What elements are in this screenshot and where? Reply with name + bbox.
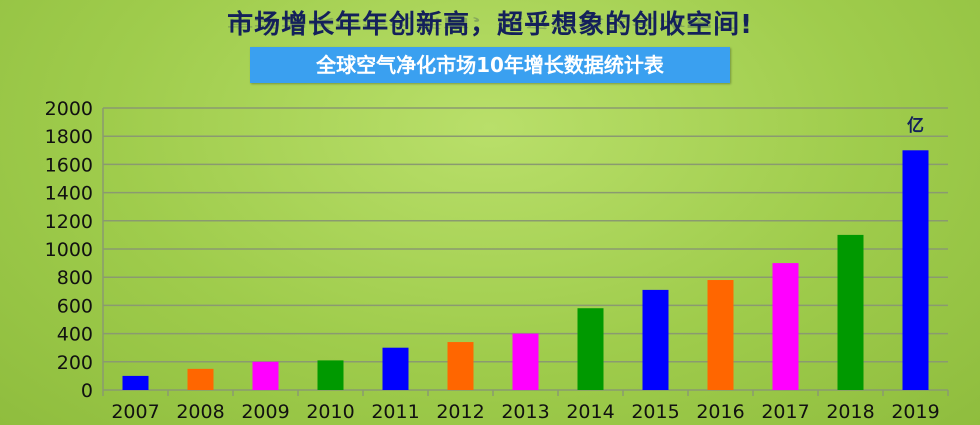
bar-2017 — [772, 263, 799, 390]
x-tick-label: 2015 — [631, 401, 679, 423]
bar-2009 — [252, 361, 279, 390]
bar-2010 — [317, 360, 344, 390]
bar-2008 — [187, 368, 214, 390]
x-tick-label: 2013 — [501, 401, 549, 423]
bar-2015 — [642, 289, 669, 390]
bar-2016 — [707, 280, 734, 390]
x-tick-label: 2011 — [371, 401, 419, 423]
bar-2011 — [382, 347, 409, 390]
chart-title: 全球空气净化市场10年增长数据统计表 — [250, 47, 730, 83]
bar-2007 — [122, 375, 149, 390]
x-tick-label: 2010 — [306, 401, 354, 423]
unit-label: 亿 — [907, 115, 924, 136]
x-tick-label: 2007 — [111, 401, 159, 423]
bar-2013 — [512, 333, 539, 390]
x-tick-label: 2009 — [241, 401, 289, 423]
x-tick-label: 2012 — [436, 401, 484, 423]
bar-2019 — [902, 150, 929, 390]
x-tick-label: 2017 — [761, 401, 809, 423]
bar-2018 — [837, 234, 864, 390]
headline: 市场增长年年创新高，超乎想象的创收空间! — [227, 10, 753, 40]
y-tick-label: 200 — [57, 352, 93, 374]
bar-2014 — [577, 308, 604, 390]
x-tick-label: 2008 — [176, 401, 224, 423]
x-tick-label: 2019 — [891, 401, 939, 423]
x-tick-label: 2018 — [826, 401, 874, 423]
y-tick-label: 1800 — [45, 126, 93, 148]
y-tick-label: 600 — [57, 295, 93, 317]
y-tick-label: 0 — [81, 380, 93, 402]
y-tick-label: 800 — [57, 267, 93, 289]
y-tick-label: 400 — [57, 324, 93, 346]
y-tick-label: 1400 — [45, 183, 93, 205]
y-tick-label: 1600 — [45, 154, 93, 176]
x-tick-label: 2014 — [566, 401, 614, 423]
bar-2012 — [447, 342, 474, 390]
y-tick-label: 2000 — [45, 98, 93, 120]
y-tick-label: 1200 — [45, 211, 93, 233]
x-tick-label: 2016 — [696, 401, 744, 423]
y-tick-label: 1000 — [45, 239, 93, 261]
